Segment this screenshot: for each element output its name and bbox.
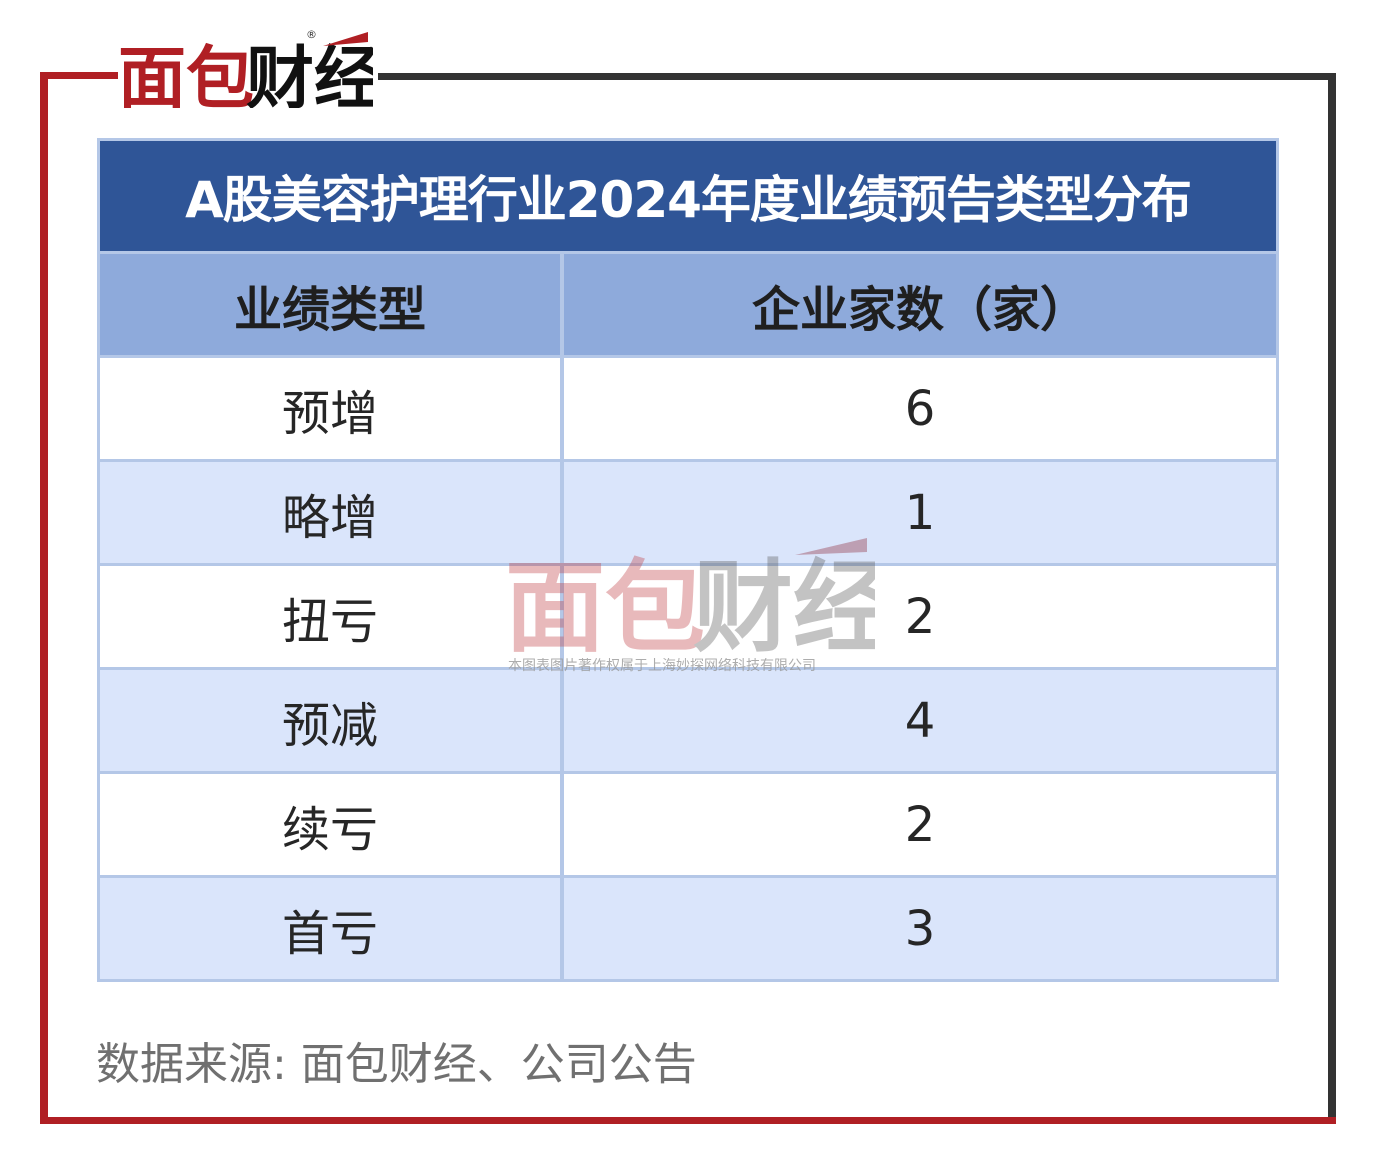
cell-count: 2 bbox=[564, 774, 1276, 875]
table-row: 首亏 3 bbox=[100, 878, 1276, 979]
cell-count: 2 bbox=[564, 566, 1276, 667]
watermark-caption: 本图表图片著作权属于上海妙探网络科技有限公司 bbox=[508, 658, 816, 674]
frame-right-dark bbox=[1328, 73, 1336, 1123]
cell-count: 4 bbox=[564, 670, 1276, 771]
frame-top-left-red bbox=[40, 72, 118, 79]
svg-text:财经: 财经 bbox=[246, 40, 373, 108]
cell-type: 预减 bbox=[100, 670, 560, 771]
cell-count: 1 bbox=[564, 462, 1276, 563]
table-row: 预减 4 bbox=[100, 670, 1276, 771]
table-row: 续亏 2 bbox=[100, 774, 1276, 875]
cell-count: 6 bbox=[564, 358, 1276, 459]
source-note: 数据来源: 面包财经、公司公告 bbox=[96, 1039, 697, 1090]
cell-type: 略增 bbox=[100, 462, 560, 563]
svg-text:面包: 面包 bbox=[118, 40, 254, 108]
table-row: 略增 1 bbox=[100, 462, 1276, 563]
table-header-row: 业绩类型 企业家数（家） bbox=[100, 254, 1276, 355]
table-title: A股美容护理行业2024年度业绩预告类型分布 bbox=[100, 141, 1276, 251]
cell-type: 续亏 bbox=[100, 774, 560, 875]
table-row: 预增 6 bbox=[100, 358, 1276, 459]
cell-type: 预增 bbox=[100, 358, 560, 459]
cell-type: 扭亏 bbox=[100, 566, 560, 667]
table-row: 扭亏 2 bbox=[100, 566, 1276, 667]
cell-count: 3 bbox=[564, 878, 1276, 979]
frame-bottom-red bbox=[40, 1117, 1336, 1124]
svg-text:®: ® bbox=[306, 28, 317, 41]
frame-left-red bbox=[40, 72, 48, 1124]
cell-type: 首亏 bbox=[100, 878, 560, 979]
data-table: A股美容护理行业2024年度业绩预告类型分布 业绩类型 企业家数（家） 预增 6 略… bbox=[97, 138, 1279, 982]
frame-top-dark bbox=[378, 73, 1336, 80]
column-header-count: 企业家数（家） bbox=[564, 254, 1276, 355]
brand-logo: 面包 财经 ® bbox=[118, 28, 373, 108]
column-header-type: 业绩类型 bbox=[100, 254, 560, 355]
